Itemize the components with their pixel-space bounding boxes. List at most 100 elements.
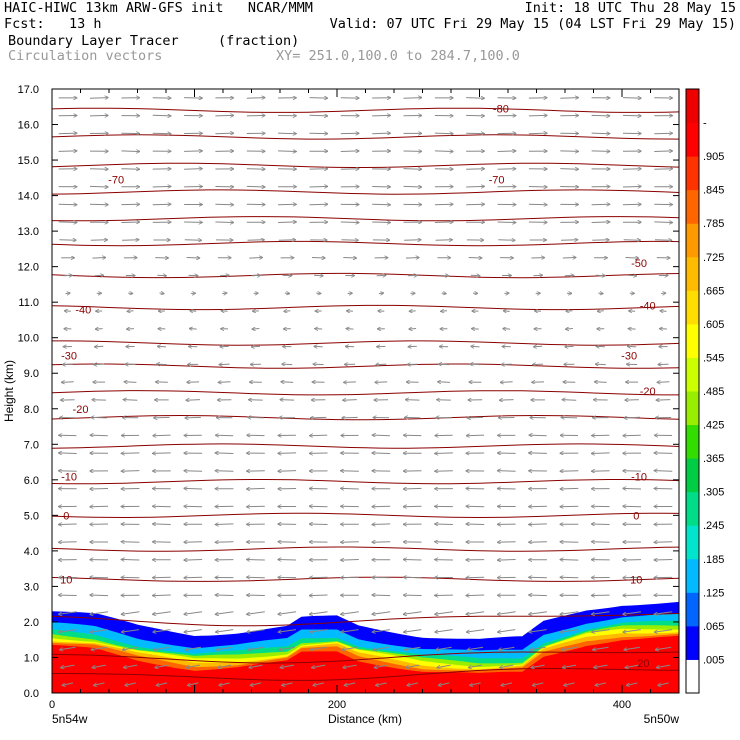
circulation-vector [121, 542, 140, 543]
circulation-vector [406, 400, 420, 401]
colorbar-label: .305 [703, 487, 724, 499]
circulation-vector [469, 664, 483, 668]
circulation-vector [282, 364, 293, 365]
colorbar-swatch [686, 156, 699, 191]
colorbar-label: .065 [703, 621, 724, 633]
circulation-vector [467, 435, 485, 436]
circulation-vector [404, 560, 422, 561]
circulation-vector [92, 258, 106, 259]
colorbar-label: .845 [703, 185, 724, 197]
header-title: HAIC-HIWC 13km ARW-GFS init NCAR/MMM [4, 0, 313, 16]
circulation-vector [219, 364, 230, 365]
circulation-vector [409, 329, 417, 330]
circulation-vector [280, 664, 294, 668]
circulation-vector [246, 98, 265, 99]
circulation-vector [403, 169, 422, 170]
circulation-vector [560, 98, 578, 99]
header-forecast-hour: Fcst: 13 h [4, 16, 102, 32]
circulation-vector [215, 115, 233, 116]
circulation-vector [622, 98, 641, 99]
y-tick-label: 15.0 [18, 155, 39, 167]
contour-label: 0 [63, 510, 69, 522]
temperature-contour [52, 576, 679, 582]
circulation-vector [309, 115, 328, 116]
circulation-vector [121, 151, 139, 152]
circulation-vector [466, 204, 484, 205]
circulation-vector [184, 240, 202, 241]
circulation-vector [622, 115, 641, 116]
circulation-vector [623, 435, 641, 436]
circulation-vector [434, 204, 453, 205]
circulation-vector [125, 682, 136, 686]
circulation-vector [278, 151, 296, 152]
circulation-vector [435, 471, 453, 472]
contour-label: -10 [61, 471, 77, 483]
circulation-vector [498, 560, 516, 561]
circulation-vector [153, 629, 171, 633]
circulation-vector [124, 664, 138, 668]
circulation-vector [90, 629, 108, 633]
circulation-vector [60, 646, 76, 650]
circulation-vector [628, 329, 636, 330]
circulation-vector [215, 471, 234, 472]
circulation-vector [534, 346, 543, 347]
temperature-contour [52, 668, 679, 681]
circulation-vector [278, 471, 297, 472]
circulation-vector [218, 664, 232, 668]
circulation-vector [657, 382, 670, 383]
circulation-vector [562, 258, 576, 259]
circulation-vector [598, 293, 603, 294]
contour-label: 10 [60, 574, 72, 586]
circulation-vector [438, 382, 450, 383]
circulation-vector [59, 524, 77, 525]
circulation-vector [90, 595, 109, 596]
circulation-vector [184, 488, 203, 489]
circulation-vector [340, 222, 359, 223]
circulation-vector [529, 524, 547, 525]
circulation-vector [58, 222, 77, 223]
circulation-vector [623, 611, 642, 615]
circulation-vector [528, 187, 547, 188]
circulation-vector [625, 664, 639, 668]
circulation-vector [219, 682, 230, 686]
circulation-vector [311, 646, 327, 650]
circulation-vector [341, 240, 359, 241]
circulation-vector [312, 664, 326, 668]
circulation-vector [561, 646, 578, 650]
temperature-contour [52, 651, 679, 664]
circulation-vector [560, 488, 579, 489]
circulation-vector [374, 664, 388, 668]
circulation-vector [341, 488, 359, 489]
circulation-vector [123, 646, 139, 650]
circulation-vector [249, 258, 262, 259]
circulation-vector [184, 629, 202, 633]
circulation-vector [439, 364, 450, 365]
y-tick-label: 2.0 [24, 617, 39, 629]
circulation-vector [566, 311, 573, 312]
circulation-vector [152, 186, 171, 187]
circulation-vector [529, 435, 547, 436]
circulation-vector [309, 98, 328, 99]
circulation-vector [347, 311, 353, 312]
circulation-vector [252, 346, 261, 347]
circulation-vector [282, 682, 293, 686]
circulation-vector [592, 611, 610, 615]
circulation-vector [623, 488, 642, 489]
temperature-contour [52, 340, 679, 346]
circulation-vector [434, 222, 453, 223]
colorbar-swatch [686, 592, 699, 627]
circulation-vector [313, 364, 324, 365]
circulation-vector [344, 382, 356, 383]
circulation-vector [591, 133, 610, 134]
circulation-vector [188, 682, 199, 686]
circulation-vector [159, 293, 165, 294]
temperature-contours [52, 107, 679, 681]
circulation-vector [654, 453, 673, 454]
circulation-vector [184, 98, 202, 99]
circulation-vector [63, 364, 73, 365]
circulation-vector [122, 629, 140, 633]
circulation-vector [90, 489, 109, 490]
circulation-vector [654, 542, 673, 543]
circulation-vector [342, 646, 358, 650]
